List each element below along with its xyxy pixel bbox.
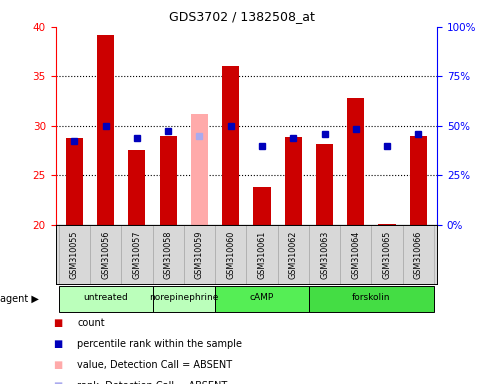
Bar: [90, 225, 121, 284]
Text: percentile rank within the sample: percentile rank within the sample: [77, 339, 242, 349]
Bar: [66, 137, 83, 225]
Bar: [278, 225, 309, 284]
Text: value, Detection Call = ABSENT: value, Detection Call = ABSENT: [77, 360, 232, 370]
Bar: [403, 225, 434, 284]
Text: forskolin: forskolin: [352, 293, 391, 303]
Bar: [97, 35, 114, 225]
Text: GSM310055: GSM310055: [70, 230, 79, 279]
Bar: [184, 225, 215, 284]
Text: rank, Detection Call = ABSENT: rank, Detection Call = ABSENT: [77, 381, 227, 384]
Text: ■: ■: [53, 339, 62, 349]
Bar: [121, 225, 153, 284]
Bar: [379, 223, 396, 225]
Bar: [410, 136, 427, 225]
Bar: [159, 136, 177, 225]
Bar: [128, 151, 145, 225]
Bar: [153, 286, 215, 311]
Text: untreated: untreated: [83, 293, 128, 303]
Text: GSM310062: GSM310062: [289, 230, 298, 278]
Text: GDS3702 / 1382508_at: GDS3702 / 1382508_at: [169, 10, 314, 23]
Bar: [316, 144, 333, 225]
Text: GSM310063: GSM310063: [320, 230, 329, 278]
Text: ■: ■: [53, 360, 62, 370]
Text: norepinephrine: norepinephrine: [149, 293, 218, 303]
Bar: [254, 187, 270, 225]
Bar: [309, 225, 340, 284]
Text: GSM310061: GSM310061: [257, 230, 267, 278]
Text: GSM310065: GSM310065: [383, 230, 392, 278]
Text: GSM310058: GSM310058: [164, 230, 172, 278]
Bar: [58, 225, 90, 284]
Bar: [371, 225, 403, 284]
Bar: [215, 286, 309, 311]
Bar: [215, 225, 246, 284]
Text: agent ▶: agent ▶: [0, 293, 39, 304]
Text: GSM310056: GSM310056: [101, 230, 110, 278]
Text: ■: ■: [53, 381, 62, 384]
Bar: [309, 286, 434, 311]
Bar: [340, 225, 371, 284]
Bar: [191, 114, 208, 225]
Text: count: count: [77, 318, 105, 328]
Bar: [284, 137, 302, 225]
Text: ■: ■: [53, 318, 62, 328]
Text: GSM310059: GSM310059: [195, 230, 204, 279]
Text: GSM310064: GSM310064: [351, 230, 360, 278]
Text: GSM310060: GSM310060: [226, 230, 235, 278]
Bar: [58, 286, 153, 311]
Bar: [222, 66, 239, 225]
Text: GSM310057: GSM310057: [132, 230, 142, 279]
Text: cAMP: cAMP: [250, 293, 274, 303]
Text: GSM310066: GSM310066: [414, 230, 423, 278]
Bar: [153, 225, 184, 284]
Bar: [347, 98, 364, 225]
Bar: [246, 225, 278, 284]
